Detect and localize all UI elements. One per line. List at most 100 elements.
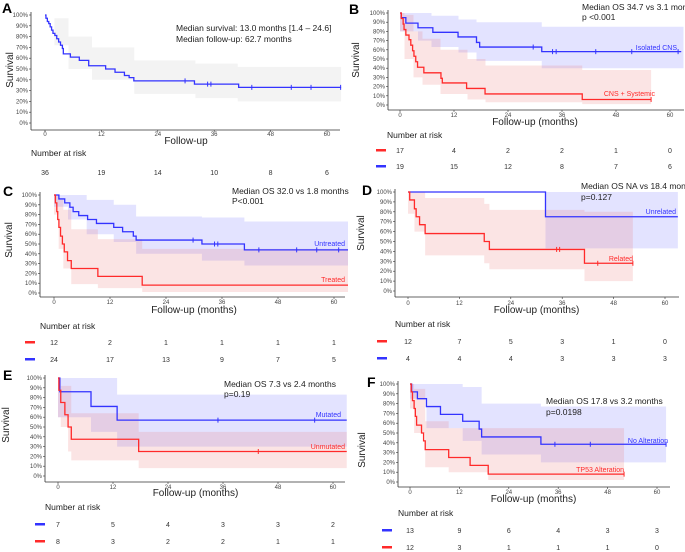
risk-count: 3 — [655, 528, 659, 535]
risk-count: 14 — [154, 170, 162, 177]
risk-count: 4 — [166, 522, 170, 529]
survival-curve-untreated — [54, 194, 348, 251]
ci-band-no-alteration — [410, 384, 667, 463]
p-value-text: Median follow-up: 62.7 months — [176, 34, 292, 44]
risk-count: 4 — [509, 356, 513, 363]
ci-band-related — [408, 192, 633, 282]
survival-curve-mutated — [58, 377, 347, 421]
y-tick-label: 60% — [25, 232, 38, 238]
y-tick-label: 100% — [13, 13, 29, 19]
y-tick-label: 30% — [30, 445, 43, 451]
plot-area — [58, 377, 347, 469]
panel-label: F — [367, 374, 376, 390]
ci-band-unmutated — [58, 378, 347, 469]
survival-curve-overall — [45, 14, 342, 89]
risk-count: 2 — [221, 539, 225, 546]
risk-count: 1 — [276, 340, 280, 347]
x-tick-label: 48 — [275, 485, 282, 491]
x-tick-label: 48 — [275, 300, 282, 306]
y-tick-label: 0% — [386, 480, 395, 486]
y-tick-label: 100% — [27, 376, 43, 382]
x-tick-label: 48 — [613, 113, 620, 119]
risk-count: 1 — [332, 340, 336, 347]
number-at-risk-title: Number at risk — [387, 130, 443, 140]
y-tick-label: 20% — [16, 99, 29, 105]
panel-c: 0%10%20%30%40%50%60%70%80%90%100%0 12 24 36… — [3, 183, 349, 364]
x-tick-label: 0 — [43, 132, 47, 138]
x-tick-label: 36 — [559, 301, 566, 307]
number-at-risk-title: Number at risk — [31, 148, 87, 158]
y-tick-label: 60% — [383, 421, 396, 427]
x-tick-label: 24 — [505, 490, 512, 496]
y-tick-label: 80% — [373, 29, 386, 35]
risk-count: 3 — [663, 356, 667, 363]
x-tick-label: 24 — [154, 132, 161, 138]
risk-count: 1 — [606, 545, 610, 552]
y-tick-label: 40% — [373, 66, 386, 72]
x-tick-label: 12 — [456, 301, 463, 307]
median-text: Median survival: 13.0 months [1.4 – 24.6… — [176, 23, 331, 33]
y-tick-label: 50% — [380, 240, 393, 246]
survival-curve-treated — [54, 194, 348, 286]
x-axis-title: Follow-up (months) — [151, 305, 237, 316]
risk-count: 4 — [556, 528, 560, 535]
y-tick-label: 60% — [30, 415, 43, 421]
risk-row-swatch — [377, 340, 387, 343]
y-tick-label: 30% — [383, 451, 396, 457]
risk-count: 4 — [406, 356, 410, 363]
y-tick-label: 90% — [373, 20, 386, 26]
risk-count: 1 — [507, 545, 511, 552]
risk-count: 24 — [50, 357, 58, 364]
number-at-risk-title: Number at risk — [45, 502, 101, 512]
y-axis-title: Survival — [356, 215, 367, 251]
risk-count: 9 — [220, 357, 224, 364]
ci-band-unrelated — [408, 192, 678, 249]
survival-curve-isolated-cns — [400, 12, 682, 53]
series-label: No Alteration — [628, 438, 668, 445]
x-tick-label: 48 — [610, 301, 617, 307]
x-tick-label: 36 — [220, 485, 227, 491]
panel-label: A — [2, 0, 12, 16]
risk-count: 6 — [325, 170, 329, 177]
y-tick-label: 20% — [30, 454, 43, 460]
y-tick-label: 90% — [380, 200, 393, 206]
risk-row-swatch — [377, 357, 387, 360]
ci-band-tp53-alteration — [410, 384, 625, 481]
panel-a: 0% 10% 20% 30% 40% 50% 60% 70% 80% 90% 100% 0 12 24 36… — [2, 0, 342, 177]
y-tick-label: 0% — [383, 289, 392, 295]
series-label: Isolated CNS — [636, 45, 678, 52]
risk-count: 3 — [606, 528, 610, 535]
risk-count: 17 — [396, 148, 404, 155]
risk-count: 8 — [560, 164, 564, 171]
y-tick-label: 80% — [380, 210, 393, 216]
y-tick-label: 70% — [380, 220, 393, 226]
risk-count: 12 — [406, 545, 414, 552]
survival-curve-related — [408, 191, 633, 264]
median-text: Median OS 7.3 vs 2.4 months — [224, 379, 336, 389]
y-tick-label: 0% — [33, 474, 42, 480]
risk-count: 2 — [166, 539, 170, 546]
y-tick-label: 70% — [25, 222, 38, 228]
ci-band-mutated — [58, 378, 347, 447]
risk-count: 0 — [663, 339, 667, 346]
y-tick-label: 60% — [16, 56, 29, 62]
risk-count: 6 — [668, 164, 672, 171]
x-tick-label: 36 — [211, 132, 218, 138]
survival-curve-unrelated — [408, 191, 678, 218]
survival-curve-unmutated — [58, 377, 347, 453]
y-tick-label: 30% — [373, 75, 386, 81]
series-label: Mutated — [316, 412, 341, 419]
risk-count: 15 — [450, 164, 458, 171]
x-tick-label: 24 — [165, 485, 172, 491]
panel-d: 0%10%20%30%40%50%60%70%80%90%100%0 12 24 36… — [356, 181, 685, 363]
y-tick-label: 10% — [25, 281, 38, 287]
risk-count: 5 — [111, 522, 115, 529]
series-label: Unmutated — [311, 444, 345, 451]
risk-count: 2 — [560, 148, 564, 155]
risk-count: 1 — [220, 340, 224, 347]
series-label: CNS + Systemic — [604, 91, 656, 98]
y-tick-label: 100% — [22, 193, 38, 199]
y-tick-label: 0% — [28, 291, 37, 297]
